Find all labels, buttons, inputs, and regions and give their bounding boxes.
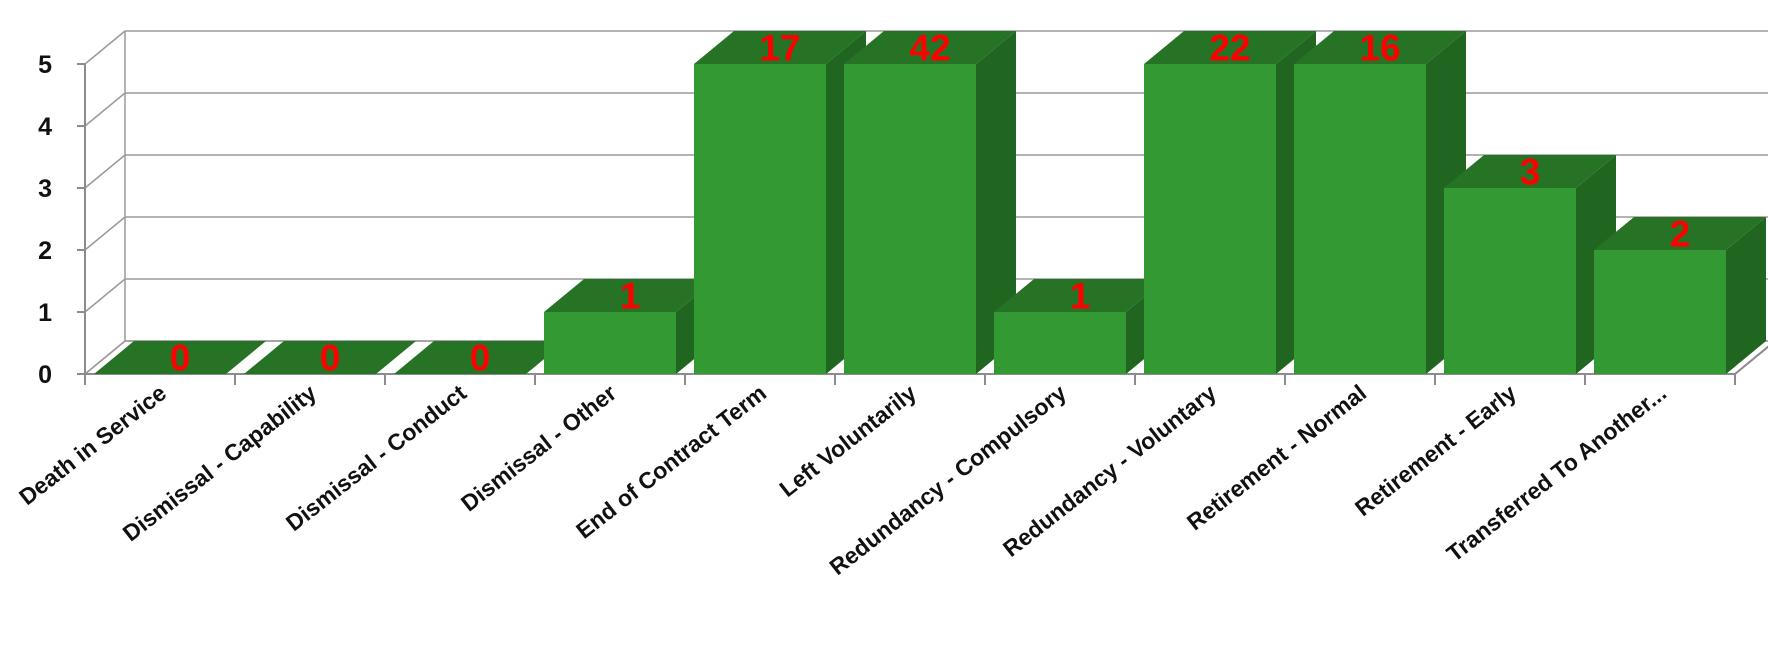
data-label: 0 xyxy=(170,338,191,379)
bar-top xyxy=(394,341,566,374)
bar-top xyxy=(1594,217,1766,250)
bar-top xyxy=(1144,31,1316,64)
bar xyxy=(694,64,826,374)
bar-top xyxy=(694,31,866,64)
gridline-side xyxy=(84,340,126,375)
bar xyxy=(994,312,1126,374)
data-label: 0 xyxy=(320,338,341,379)
bar-top xyxy=(94,341,266,374)
y-tick-label: 0 xyxy=(38,361,52,389)
bar xyxy=(1594,250,1726,374)
gridline-side xyxy=(84,92,126,127)
data-label: 22 xyxy=(1209,28,1250,69)
y-tick-label: 4 xyxy=(38,113,52,141)
x-tick-label: Dismissal - Other xyxy=(456,379,621,516)
bar-top xyxy=(244,341,416,374)
data-label: 16 xyxy=(1359,28,1400,69)
data-label: 0 xyxy=(470,338,491,379)
x-tick-label: Death in Service xyxy=(14,379,171,510)
bar xyxy=(1144,64,1276,374)
gridline-side xyxy=(84,216,126,251)
bar xyxy=(844,64,976,374)
bar-top xyxy=(994,279,1166,312)
x-tick-label: Retirement - Early xyxy=(1350,379,1521,521)
bar-top xyxy=(544,279,716,312)
bar-side xyxy=(976,31,1016,374)
y-tick-label: 2 xyxy=(38,237,52,265)
x-axis-depth xyxy=(1734,345,1768,375)
gridline-side xyxy=(84,278,126,313)
bar xyxy=(544,312,676,374)
x-tick-label: Left Voluntarily xyxy=(774,379,921,502)
x-tick-label: Redundancy - Compulsory xyxy=(824,379,1071,580)
bar-top xyxy=(1294,31,1466,64)
data-label: 1 xyxy=(1070,276,1091,317)
data-label: 17 xyxy=(759,28,800,69)
bar-top xyxy=(1444,155,1616,188)
bar-top xyxy=(844,31,1016,64)
y-tick-label: 5 xyxy=(38,51,52,79)
data-label: 3 xyxy=(1520,152,1541,193)
y-tick-label: 3 xyxy=(38,175,52,203)
data-label: 1 xyxy=(620,276,641,317)
bar-side xyxy=(1726,217,1766,374)
bar xyxy=(1444,188,1576,374)
data-label: 42 xyxy=(909,28,950,69)
y-tick-label: 1 xyxy=(38,299,52,327)
gridline-side xyxy=(84,154,126,189)
bar xyxy=(1294,64,1426,374)
gridline-side xyxy=(84,30,126,65)
data-label: 2 xyxy=(1670,214,1691,255)
